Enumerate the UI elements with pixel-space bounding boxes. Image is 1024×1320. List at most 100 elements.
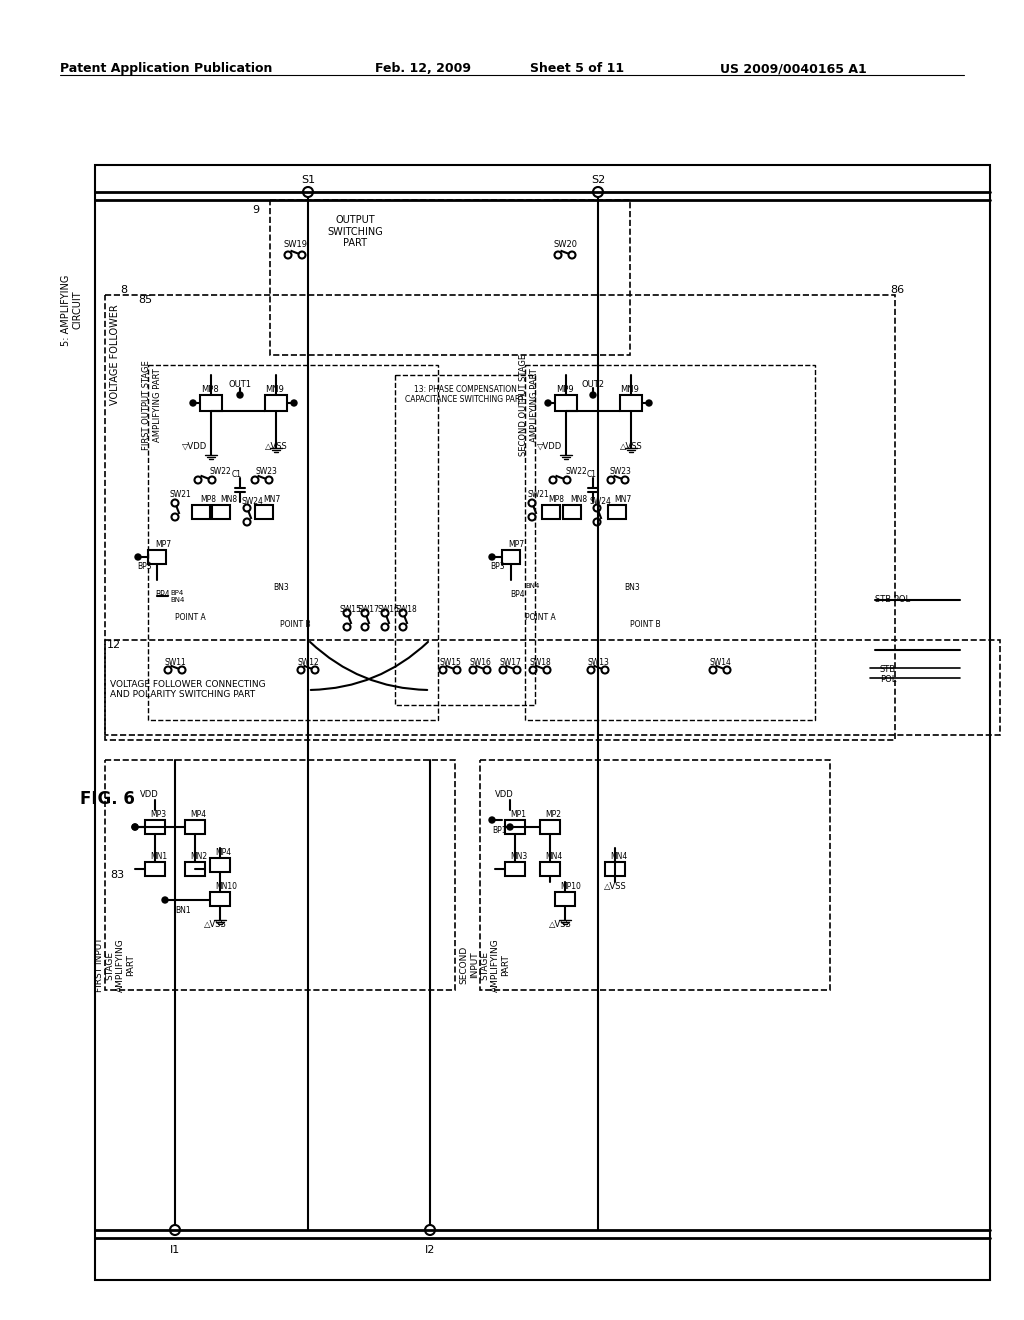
Text: SW15: SW15 [439,657,461,667]
Text: △VSS: △VSS [620,442,642,451]
Text: MP1: MP1 [510,810,526,818]
Bar [502,550,520,564]
Text: FIG. 6: FIG. 6 [80,789,135,808]
Text: FIRST INPUT
STAGE
AMPLIFYING
PART: FIRST INPUT STAGE AMPLIFYING PART [95,937,135,993]
Circle shape [590,392,596,399]
Text: SW23: SW23 [256,467,278,477]
Circle shape [162,898,168,903]
Bar [255,506,273,519]
Bar [210,858,230,873]
Text: BP1: BP1 [492,826,507,836]
Text: 5: AMPLIFYING
CIRCUIT: 5: AMPLIFYING CIRCUIT [61,275,83,346]
Text: SW16: SW16 [378,605,400,614]
Text: SW14: SW14 [709,657,731,667]
Circle shape [132,824,138,830]
Text: MP8: MP8 [201,385,219,393]
Text: 85: 85 [138,294,153,305]
Bar [265,395,287,411]
Bar [105,760,455,990]
Bar [95,165,990,1280]
Bar [542,506,560,519]
Bar [148,550,166,564]
Text: VDD: VDD [140,789,159,799]
Text: SW21: SW21 [170,490,191,499]
Text: SW23: SW23 [610,467,632,477]
Text: SW11: SW11 [164,657,186,667]
Circle shape [489,817,495,822]
Bar [145,862,165,876]
Text: MN7: MN7 [263,495,281,504]
Text: MN8: MN8 [220,495,238,504]
Text: S2: S2 [591,176,605,185]
Text: MP10: MP10 [560,882,581,891]
Text: SW24: SW24 [590,498,612,506]
Bar [148,366,438,719]
Text: 8: 8 [120,285,127,294]
Text: POINT B: POINT B [280,620,310,630]
Text: 13: PHASE COMPENSATION
CAPACITANCE SWITCHING PART: 13: PHASE COMPENSATION CAPACITANCE SWITC… [406,385,524,404]
Text: POL: POL [880,675,896,684]
Text: BP4
BN4: BP4 BN4 [170,590,184,603]
Circle shape [507,824,513,830]
Bar [185,820,205,834]
Text: Sheet 5 of 11: Sheet 5 of 11 [530,62,624,75]
Bar [620,395,642,411]
Text: S1: S1 [301,176,315,185]
Bar [605,862,625,876]
Text: MN2: MN2 [190,851,207,861]
Text: SW20: SW20 [553,240,577,249]
Text: VOLTAGE FOLLOWER CONNECTING
AND POLARITY SWITCHING PART: VOLTAGE FOLLOWER CONNECTING AND POLARITY… [110,680,265,700]
Text: OUT1: OUT1 [228,380,252,389]
Text: MP7: MP7 [508,540,524,549]
Text: SECOND
INPUT
STAGE
AMPLIFYING
PART: SECOND INPUT STAGE AMPLIFYING PART [460,939,510,991]
Text: POINT B: POINT B [630,620,660,630]
Text: SW22: SW22 [565,467,587,477]
Bar [270,201,630,355]
Bar [480,760,830,990]
Text: BP4: BP4 [155,590,170,599]
Bar [555,892,575,906]
Bar [105,294,895,741]
Text: MP2: MP2 [545,810,561,818]
Bar [525,366,815,719]
Text: MP3: MP3 [150,810,166,818]
Text: BP4: BP4 [510,590,524,599]
Text: FIRST OUTPUT STAGE
AMPLIFYING PART: FIRST OUTPUT STAGE AMPLIFYING PART [142,360,162,450]
Text: Feb. 12, 2009: Feb. 12, 2009 [375,62,471,75]
Bar [212,506,230,519]
Bar [210,892,230,906]
Bar [145,820,165,834]
Text: I1: I1 [170,1245,180,1255]
Text: MN4: MN4 [610,851,628,861]
Text: BP3: BP3 [490,562,505,572]
Circle shape [291,400,297,407]
Bar [105,640,1000,735]
Text: △VSS: △VSS [264,442,288,451]
Text: MP4: MP4 [190,810,206,818]
Text: MN1: MN1 [150,851,167,861]
Text: Patent Application Publication: Patent Application Publication [60,62,272,75]
Text: MN8: MN8 [570,495,587,504]
Text: MP8: MP8 [200,495,216,504]
Text: MP4: MP4 [215,847,231,857]
Circle shape [545,400,551,407]
Bar [395,375,535,705]
Text: C1: C1 [587,470,597,479]
Circle shape [132,824,138,830]
Text: SECOND OUTPUT STAGE
AMPLIFYING PART: SECOND OUTPUT STAGE AMPLIFYING PART [519,354,539,457]
Text: MP9: MP9 [556,385,573,393]
Text: SW17: SW17 [499,657,521,667]
Text: △VSS: △VSS [204,920,226,929]
Text: MN3: MN3 [510,851,527,861]
Bar [185,862,205,876]
Bar [540,820,560,834]
Text: MN4: MN4 [545,851,562,861]
Bar [563,506,581,519]
Text: 83: 83 [110,870,124,880]
Text: MN10: MN10 [215,882,237,891]
Text: SW16: SW16 [469,657,490,667]
Text: I2: I2 [425,1245,435,1255]
Bar [540,862,560,876]
Text: 12: 12 [106,640,121,649]
Text: C1: C1 [232,470,242,479]
